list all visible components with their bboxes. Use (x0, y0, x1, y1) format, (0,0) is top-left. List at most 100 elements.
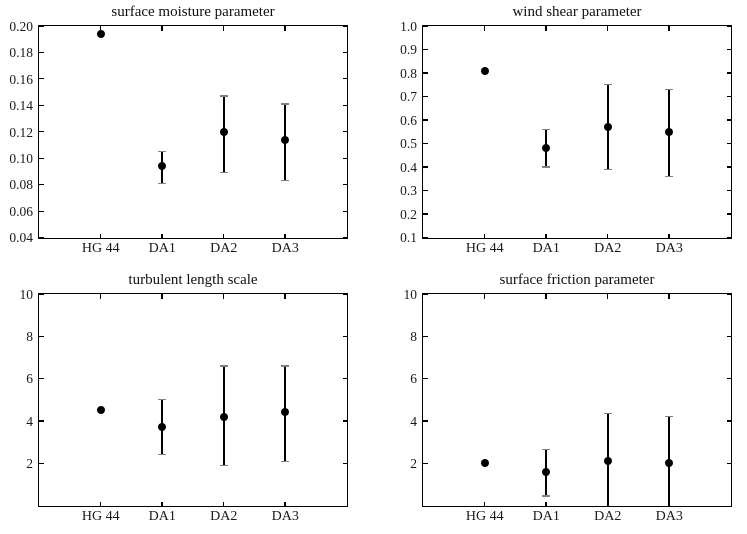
y-tick-mark (39, 51, 44, 54)
error-bar-cap (158, 399, 167, 401)
y-tick-mark (423, 142, 428, 145)
error-bar-cap (542, 448, 551, 451)
error-bar-cap (665, 175, 674, 178)
x-tick-label: DA2 (594, 241, 622, 256)
y-tick-mark (342, 157, 347, 159)
error-bar-cap (281, 460, 290, 462)
x-tick-mark (483, 501, 486, 506)
y-tick-mark (39, 78, 44, 80)
error-bar-cap (281, 180, 290, 182)
y-tick-label: 8 (410, 329, 417, 345)
x-tick-mark (483, 294, 486, 299)
error-bar-cap (603, 84, 612, 86)
y-tick-mark (423, 294, 428, 295)
x-tick-mark (161, 26, 163, 31)
axes-surface-friction (422, 293, 732, 507)
error-bar-cap (665, 88, 674, 91)
x-tick-mark (483, 233, 486, 238)
x-tick-label: HG 44 (81, 241, 120, 256)
y-tick-mark (39, 210, 44, 212)
y-tick-mark (342, 184, 347, 186)
y-tick-label: 6 (26, 371, 33, 387)
y-tick-label: 0.12 (9, 124, 33, 140)
y-tick-mark (342, 78, 347, 80)
y-tick-mark (726, 335, 731, 337)
y-tick-mark (423, 189, 428, 192)
data-point (542, 467, 551, 476)
y-tick-mark (39, 131, 44, 133)
y-tick-mark (726, 95, 731, 98)
data-point (281, 408, 290, 417)
y-tick-label: 6 (410, 371, 417, 387)
x-tick-mark (545, 294, 547, 299)
data-point (542, 144, 551, 153)
x-tick-label: DA2 (210, 509, 238, 524)
y-tick-mark (423, 95, 428, 98)
y-tick-label: 0.8 (400, 65, 417, 81)
x-tick-mark (545, 233, 547, 238)
x-tick-mark (161, 501, 163, 506)
y-tick-mark (726, 213, 731, 215)
y-tick-label: 10 (19, 286, 34, 302)
y-tick-mark (423, 378, 428, 380)
y-tick-mark (342, 294, 347, 295)
x-tick-mark (284, 501, 286, 506)
x-tick-label: DA3 (655, 509, 683, 524)
x-tick-label: HG 44 (465, 241, 504, 256)
data-point (281, 135, 290, 144)
y-tick-mark (726, 72, 731, 74)
y-tick-label: 0.4 (400, 159, 417, 175)
y-tick-mark (423, 213, 428, 215)
x-tick-label: DA1 (148, 241, 176, 256)
y-tick-mark (726, 378, 731, 380)
y-tick-mark (726, 462, 731, 464)
y-tick-label: 0.9 (400, 42, 417, 58)
y-tick-mark (726, 420, 731, 422)
y-tick-mark (726, 189, 731, 192)
y-tick-mark (39, 378, 44, 380)
data-point (219, 127, 228, 136)
error-bar-cap (158, 454, 167, 456)
x-tick-mark (606, 26, 609, 31)
axes-wind-shear (422, 25, 732, 239)
x-tick-label: DA3 (271, 241, 299, 256)
x-tick-mark (606, 294, 609, 299)
y-tick-label: 0.2 (400, 206, 417, 222)
chart-title-turbulent-length: turbulent length scale (128, 272, 258, 288)
y-tick-mark (726, 166, 731, 168)
y-tick-label: 2 (26, 455, 33, 471)
y-tick-mark (726, 142, 731, 145)
data-point (603, 123, 612, 132)
chart-title-surface-moisture: surface moisture parameter (111, 4, 275, 20)
x-tick-mark (99, 501, 102, 506)
error-bar-cap (542, 128, 551, 131)
y-tick-mark (342, 131, 347, 133)
y-tick-mark (423, 26, 428, 27)
y-tick-mark (423, 166, 428, 168)
x-tick-label: DA3 (271, 509, 299, 524)
chart-title-wind-shear: wind shear parameter (512, 4, 642, 20)
chart-title-surface-friction: surface friction parameter (499, 272, 655, 288)
y-tick-mark (342, 462, 347, 464)
x-tick-mark (668, 26, 670, 31)
y-tick-label: 0.18 (9, 45, 33, 61)
data-point (96, 406, 105, 415)
y-tick-mark (39, 157, 44, 159)
y-tick-label: 0.06 (9, 203, 33, 219)
data-point (480, 66, 489, 75)
x-tick-mark (545, 501, 547, 506)
error-bar-cap (158, 182, 167, 184)
y-tick-label: 0.16 (9, 71, 33, 87)
y-tick-mark (423, 335, 428, 337)
y-tick-mark (726, 119, 731, 121)
x-tick-label: DA1 (148, 509, 176, 524)
error-bar-cap (219, 365, 228, 367)
y-tick-label: 8 (26, 329, 33, 345)
y-tick-mark (423, 48, 428, 51)
error-bar-cap (281, 103, 290, 105)
error-bar-cap (542, 495, 551, 497)
y-tick-label: 4 (26, 413, 33, 429)
y-tick-mark (342, 51, 347, 54)
data-point (158, 423, 167, 432)
